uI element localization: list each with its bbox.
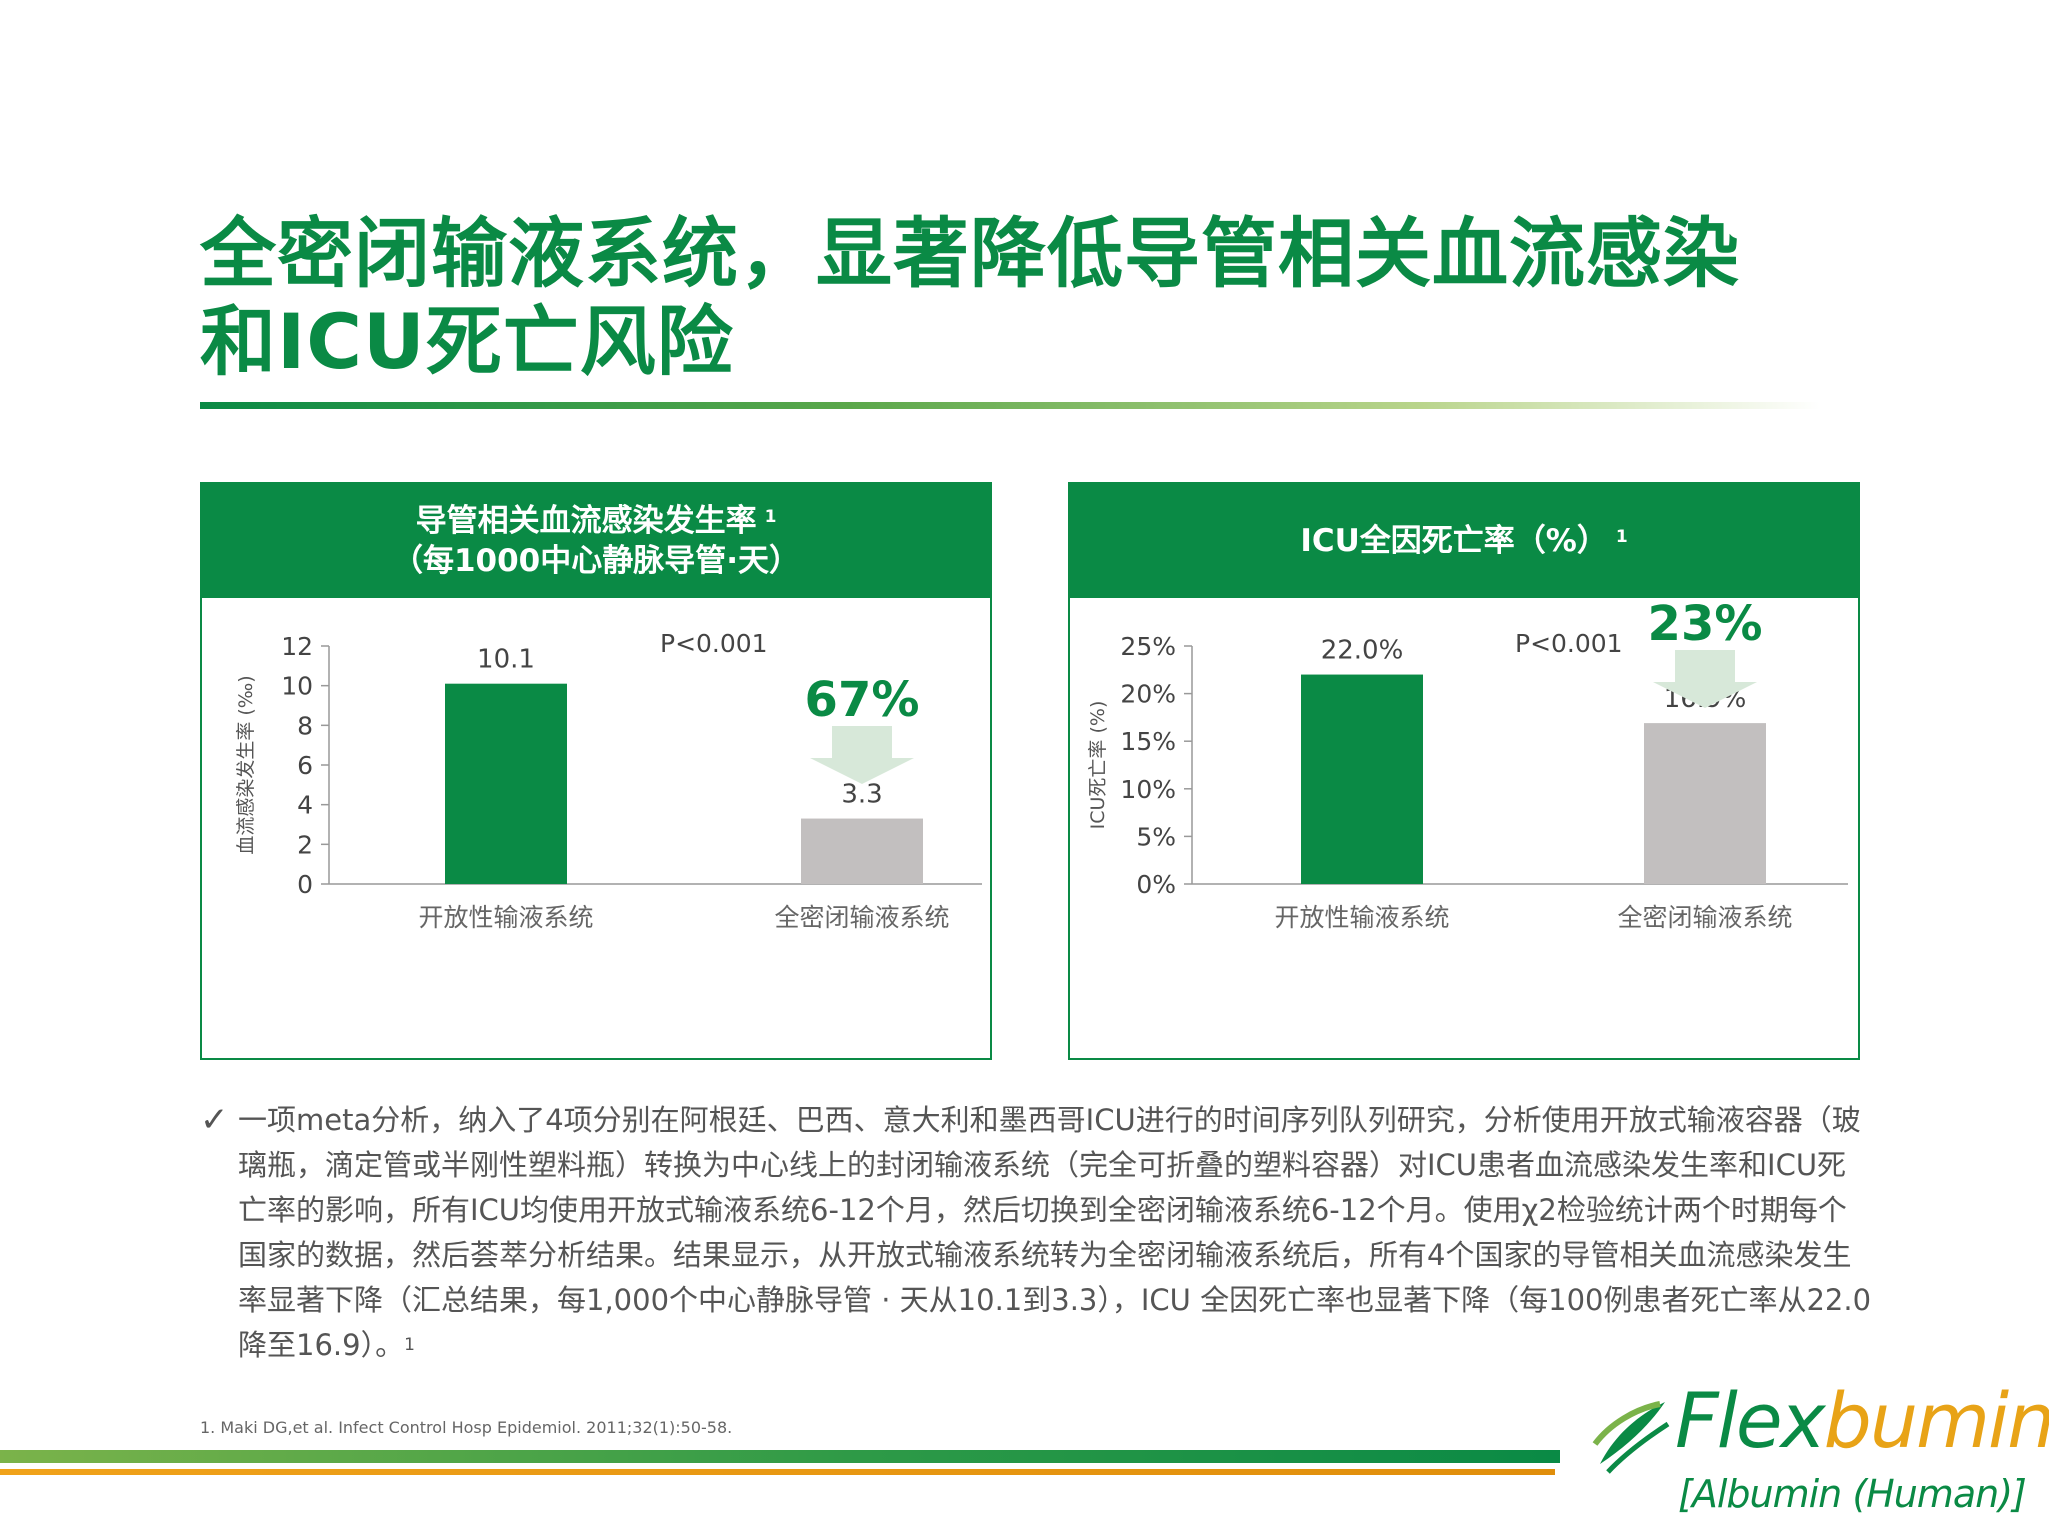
down-arrow-icon [810, 726, 914, 784]
bar [445, 683, 567, 884]
y-tick-label: 4 [297, 791, 313, 820]
logo-word-tail: bumin [1823, 1376, 2049, 1465]
p-value-label: P<0.001 [1515, 629, 1623, 658]
y-tick-label: 0% [1136, 870, 1176, 899]
y-tick-label: 15% [1120, 727, 1176, 756]
y-tick-label: 8 [297, 711, 313, 740]
y-tick-label: 25% [1120, 632, 1176, 661]
panel-header-mortality: ICU全因死亡率（%） 1 [1070, 484, 1858, 598]
y-axis-label: 血流感染发生率 (‰) [235, 675, 257, 854]
y-tick-label: 10 [281, 672, 313, 701]
flexbumin-logo: Flexbumin [Albumin (Human)] [1590, 1376, 2049, 1537]
bar-value-label: 22.0% [1321, 636, 1404, 666]
reduction-percent-label: 67% [805, 672, 920, 728]
bar-value-label: 10.1 [477, 645, 535, 675]
logo-subtitle: [Albumin (Human)] [1678, 1472, 2027, 1516]
chart-panel-infection: 导管相关血流感染发生率 1 （每1000中心静脉导管·天） 0 2 4 6 8 10 12 血流… [200, 482, 992, 1060]
summary-bullet: ✓ 一项meta分析，纳入了4项分别在阿根廷、巴西、意大利和墨西哥ICU进行的时… [200, 1098, 1880, 1368]
x-category-label: 开放性输液系统 [418, 903, 593, 932]
y-tick-label: 6 [297, 751, 313, 780]
y-tick-label: 10% [1120, 775, 1176, 804]
y-tick-label: 12 [281, 632, 313, 661]
y-tick-label: 5% [1136, 822, 1176, 851]
bar [1301, 674, 1423, 884]
checkmark-icon: ✓ [200, 1100, 229, 1140]
chart-panel-mortality: ICU全因死亡率（%） 1 0% 5% 10% 15% 20% 25% ICU死亡率 (%) 2… [1068, 482, 1860, 1060]
footer-green-bar [0, 1450, 1560, 1463]
p-value-label: P<0.001 [660, 629, 768, 658]
panel-title: 导管相关血流感染发生率 [415, 503, 757, 539]
title-line-2: 和ICU死亡风险 [200, 297, 734, 386]
summary-line: 国家的数据，然后荟萃分析结果。结果显示，从开放式输液系统转为全密闭输液系统后，所… [238, 1238, 1852, 1272]
page-title: 全密闭输液系统，显著降低导管相关血流感染 和ICU死亡风险 [200, 210, 1740, 386]
footer-orange-bar [0, 1469, 1555, 1475]
y-tick-label: 2 [297, 830, 313, 859]
summary-line-text: 降至16.9）。 [238, 1328, 405, 1362]
bar [1644, 723, 1766, 884]
summary-footnote-ref: 1 [404, 1335, 415, 1355]
panel-footnote-ref: 1 [1615, 527, 1628, 547]
summary-line: 一项meta分析，纳入了4项分别在阿根廷、巴西、意大利和墨西哥ICU进行的时间序… [238, 1103, 1861, 1137]
mortality-bar-chart: 0%5%10%15%20%25%ICU死亡率 (%)22.0%开放性输液系统16… [1087, 598, 1848, 932]
bar [801, 818, 923, 884]
y-tick-label: 0 [297, 870, 313, 899]
y-axis-label: ICU死亡率 (%) [1087, 701, 1109, 830]
panel-footnote-ref: 1 [764, 507, 777, 527]
panel-subtitle: （每1000中心静脉导管·天） [391, 543, 801, 579]
logo-wordmark: Flexbumin [1675, 1376, 2049, 1465]
logo-word-main: Flex [1675, 1376, 1826, 1465]
summary-line: 璃瓶，滴定管或半刚性塑料瓶）转换为中心线上的封闭输液系统（完全可折叠的塑料容器）… [238, 1148, 1847, 1182]
infection-bar-chart: 0 2 4 6 8 10 12 血流感染发生率 (‰) 10.1 开放性输液系统 3.3 全密闭输液系… [235, 629, 982, 932]
panel-title: ICU全因死亡率（%） [1300, 523, 1608, 559]
x-category-label: 全密闭输液系统 [1617, 903, 1792, 932]
x-category-label: 开放性输液系统 [1274, 903, 1449, 932]
title-underline [200, 402, 1820, 409]
y-tick-label: 20% [1120, 680, 1176, 709]
summary-text: 一项meta分析，纳入了4项分别在阿根廷、巴西、意大利和墨西哥ICU进行的时间序… [238, 1098, 1880, 1368]
panel-header-infection: 导管相关血流感染发生率 1 （每1000中心静脉导管·天） [202, 484, 990, 598]
reduction-percent-label: 23% [1648, 598, 1763, 652]
leaf-logo-icon [1592, 1401, 1670, 1474]
bar-value-label: 3.3 [841, 780, 882, 810]
reference-citation: 1. Maki DG,et al. Infect Control Hosp Ep… [200, 1418, 733, 1437]
summary-line: 亡率的影响，所有ICU均使用开放式输液系统6-12个月，然后切换到全密闭输液系统… [238, 1193, 1847, 1227]
title-line-1: 全密闭输液系统，显著降低导管相关血流感染 [200, 209, 1740, 298]
x-category-label: 全密闭输液系统 [774, 903, 949, 932]
down-arrow-icon [1653, 650, 1757, 708]
summary-line-last: 降至16.9）。1 [238, 1323, 1880, 1368]
summary-line: 率显著下降（汇总结果，每1,000个中心静脉导管 · 天从10.1到3.3），I… [238, 1283, 1872, 1317]
